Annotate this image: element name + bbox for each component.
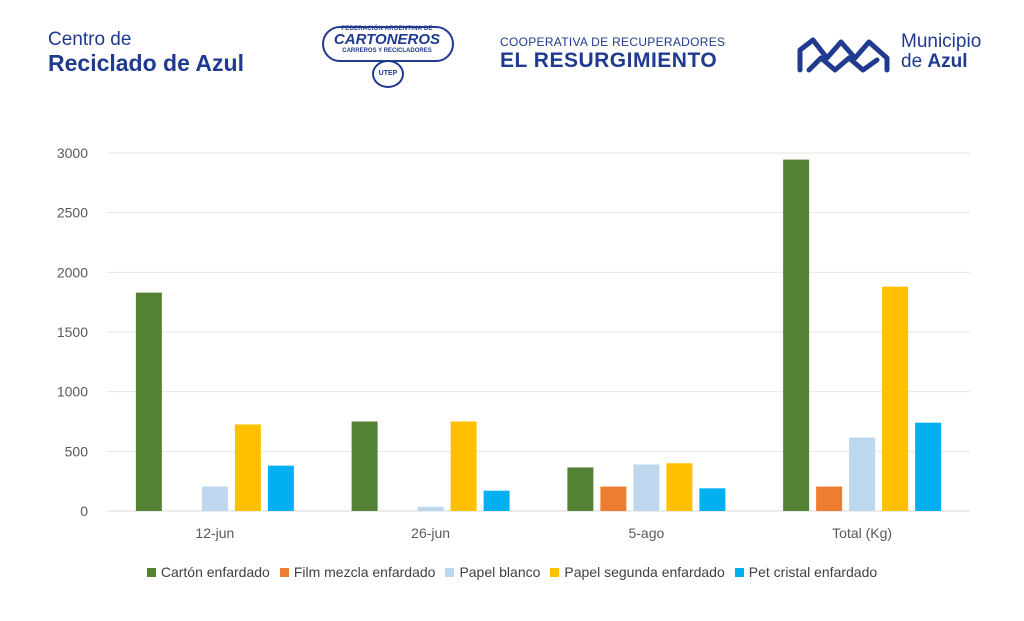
y-tick-label: 3000	[57, 145, 88, 161]
legend-swatch	[734, 568, 744, 577]
bar	[450, 421, 477, 511]
legend-item: Pet cristal enfardado	[734, 564, 878, 580]
y-tick-label: 2000	[57, 264, 88, 280]
municipio-logo-line2-bold: Azul	[927, 51, 968, 72]
federacion-cartoneros-logo: FEDERACIÓN ARGENTINA DE CARTONEROS CARRE…	[322, 22, 454, 88]
bar	[567, 467, 594, 511]
bar	[135, 292, 162, 511]
municipio-logo-line1: Municipio	[901, 31, 982, 52]
y-tick-label: 500	[65, 443, 89, 459]
bar	[483, 490, 510, 511]
centro-logo-line1: Centro de	[48, 29, 132, 50]
municipio-logo-line2: de Azul	[901, 52, 1011, 72]
legend-label: Papel segunda enfardado	[564, 564, 725, 580]
legend-swatch	[445, 568, 455, 577]
municipio-mountains-icon	[797, 37, 890, 73]
bar	[882, 286, 909, 511]
legend-swatch	[550, 568, 560, 577]
bar	[783, 159, 810, 511]
legend-label: Papel blanco	[459, 564, 541, 580]
y-tick-label: 0	[80, 503, 88, 519]
y-tick-label: 1500	[57, 324, 88, 340]
bar	[666, 463, 693, 511]
legend-label: Film mezcla enfardado	[293, 564, 436, 580]
y-tick-label: 1000	[57, 384, 88, 400]
x-tick-label: Total (Kg)	[832, 525, 892, 541]
cooperativa-logo-line1: COOPERATIVA DE RECUPERADORES	[500, 35, 726, 49]
legend-item: Papel blanco	[445, 564, 540, 580]
bar	[600, 486, 627, 511]
y-tick-label: 2500	[57, 205, 88, 221]
bar	[417, 506, 444, 511]
cooperativa-logo: COOPERATIVA DE RECUPERADORES EL RESURGIM…	[500, 35, 725, 73]
bar	[849, 437, 876, 511]
legend-item: Film mezcla enfardado	[279, 564, 436, 580]
bar	[234, 424, 261, 511]
bar	[816, 486, 843, 511]
federacion-logo-sub: CARREROS Y RECICLADORES	[342, 48, 432, 54]
federacion-logo-main: CARTONEROS	[333, 31, 441, 48]
legend-item: Cartón enfardado	[146, 564, 270, 580]
legend-label: Pet cristal enfardado	[748, 564, 878, 580]
centro-reciclado-logo: Centro de Reciclado de Azul	[48, 29, 244, 77]
cooperativa-logo-line2: EL RESURGIMIENTO	[500, 49, 718, 72]
bar	[201, 486, 228, 511]
bar	[633, 464, 660, 511]
header: Centro de Reciclado de Azul FEDERACIÓN A…	[0, 0, 1024, 100]
legend-swatch	[279, 568, 289, 577]
federacion-logo-top: FEDERACIÓN ARGENTINA DE	[341, 26, 433, 32]
chart-legend: Cartón enfardado Film mezcla enfardado Pap…	[0, 564, 1024, 580]
bar	[915, 422, 942, 511]
legend-item: Papel segunda enfardado	[550, 564, 725, 580]
x-tick-label: 5-ago	[628, 525, 664, 541]
bar	[699, 488, 726, 511]
x-tick-label: 12-jun	[195, 525, 234, 541]
legend-label: Cartón enfardado	[160, 564, 270, 580]
bar	[267, 465, 294, 511]
municipio-logo-line2-prefix: de	[901, 51, 928, 72]
legend-swatch	[146, 568, 156, 577]
utep-badge: UTEP	[372, 60, 404, 88]
bar	[351, 421, 378, 511]
centro-logo-line2: Reciclado de Azul	[48, 50, 244, 76]
x-tick-label: 26-jun	[411, 525, 450, 541]
bar-chart: 0 500 1000 1500 2000 2500 3000 12-jun 26-jun 5-ag…	[57, 145, 970, 541]
